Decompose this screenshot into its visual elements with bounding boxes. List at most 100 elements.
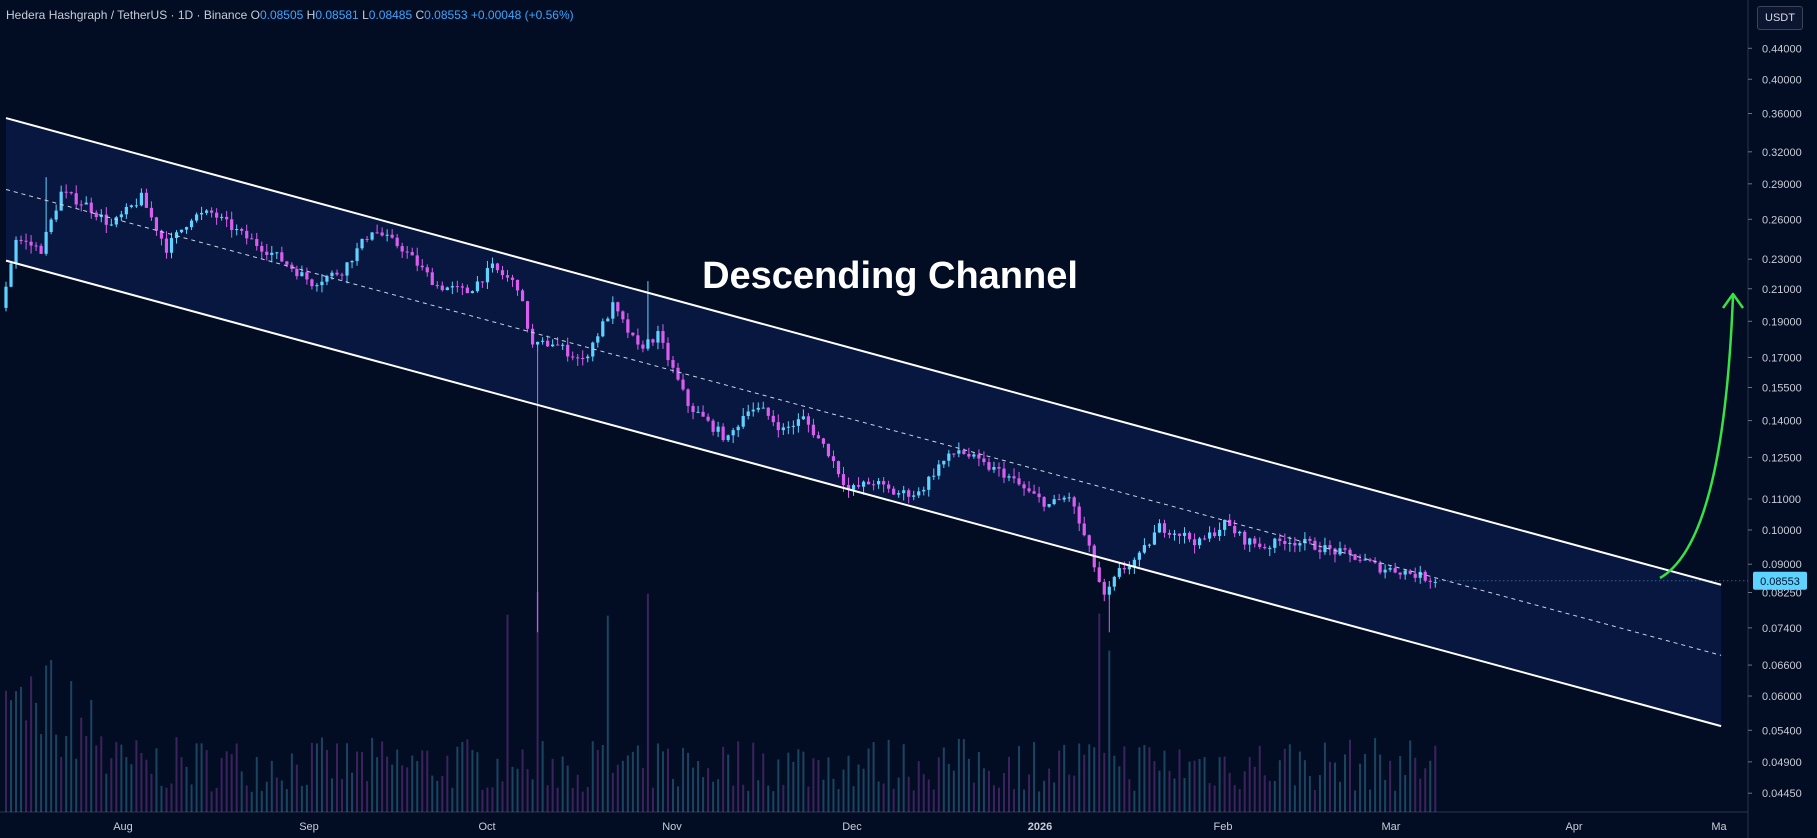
volume-bar	[40, 734, 43, 812]
candle-body	[1142, 545, 1147, 553]
candle-body	[591, 342, 595, 357]
volume-bar	[606, 615, 609, 812]
volume-bar	[1293, 785, 1296, 812]
candle-body	[530, 328, 535, 345]
symbol-header: Hedera Hashgraph / TetherUS · 1D · Binan…	[6, 8, 574, 22]
candle-body	[576, 357, 580, 359]
volume-bar	[170, 783, 173, 812]
candle-body	[1328, 545, 1332, 549]
volume-bar	[687, 752, 690, 812]
price-tick-label: 0.15500	[1762, 382, 1802, 394]
candle-body	[49, 219, 53, 233]
candle-body	[310, 279, 314, 287]
symbol-name: Hedera Hashgraph / TetherUS · 1D · Binan…	[6, 8, 248, 22]
candle-body	[927, 476, 931, 490]
time-tick-label: Oct	[478, 821, 495, 833]
volume-bar	[536, 592, 539, 812]
candle-body	[721, 426, 725, 441]
candle-body	[1233, 525, 1237, 534]
candle-body	[1278, 538, 1282, 541]
candle-body	[922, 489, 926, 492]
candle-body	[561, 344, 565, 346]
candle-body	[84, 202, 88, 205]
candle-body	[1263, 546, 1267, 549]
candle-body	[887, 484, 891, 489]
volume-bar	[952, 770, 955, 812]
candle-body	[1308, 538, 1312, 541]
volume-bar	[1288, 744, 1291, 812]
candle-body	[1428, 580, 1432, 582]
candle-body	[1213, 532, 1217, 537]
volume-bar	[757, 780, 760, 812]
time-tick-label: Feb	[1214, 821, 1233, 833]
volume-bar	[1018, 746, 1021, 812]
volume-bar	[1103, 752, 1106, 812]
currency-button[interactable]: USDT	[1757, 6, 1803, 30]
candle-body	[1423, 571, 1427, 581]
volume-bar	[566, 765, 569, 812]
candle-body	[535, 341, 540, 345]
volume-bar	[1354, 790, 1357, 812]
candle-body	[215, 212, 219, 218]
candle-body	[1393, 568, 1397, 573]
volume-bar	[305, 784, 308, 812]
candle-body	[1122, 568, 1126, 570]
candle-body	[1187, 532, 1192, 540]
candle-body	[89, 202, 93, 213]
last-price-badge	[1753, 571, 1807, 590]
candle-body	[1117, 568, 1121, 577]
volume-bar	[591, 741, 594, 812]
candle-body	[746, 411, 750, 417]
candle-body	[295, 268, 299, 277]
volume-bar	[346, 743, 349, 812]
candle-body	[405, 251, 409, 253]
candle-body	[1177, 533, 1182, 536]
volume-bars	[5, 592, 1437, 812]
volume-bar	[977, 752, 980, 812]
candle-body	[1298, 543, 1302, 546]
candle-body	[846, 485, 851, 490]
volume-bar	[1093, 747, 1096, 812]
candle-body	[325, 276, 329, 282]
volume-bar	[1068, 774, 1071, 812]
candle-body	[586, 356, 590, 359]
volume-bar	[1313, 789, 1316, 812]
volume-bar	[752, 742, 755, 812]
candle-body	[1037, 493, 1041, 498]
volume-bar	[807, 786, 810, 812]
volume-bar	[1023, 789, 1026, 812]
open-value: 0.08505	[259, 8, 304, 22]
candle-body	[866, 481, 871, 485]
candle-body	[541, 340, 545, 342]
low-label: L	[362, 8, 369, 22]
candle-body	[470, 291, 474, 294]
volume-bar	[115, 742, 118, 812]
volume-bar	[356, 751, 359, 812]
volume-bar	[1374, 738, 1377, 812]
volume-bar	[30, 676, 33, 812]
candle-body	[34, 245, 38, 247]
volume-bar	[205, 750, 208, 812]
candle-body	[751, 409, 755, 412]
candle-body	[711, 420, 715, 432]
volume-bar	[421, 750, 424, 812]
volume-bar	[315, 743, 318, 812]
volume-bar	[1394, 790, 1397, 812]
volume-bar	[742, 784, 745, 812]
volume-bar	[1258, 745, 1261, 812]
volume-bar	[1419, 778, 1422, 812]
volume-bar	[95, 745, 98, 812]
volume-bar	[240, 771, 243, 812]
volume-bar	[20, 686, 23, 812]
candle-body	[129, 205, 133, 207]
candle-body	[475, 281, 480, 292]
candle-body	[114, 217, 118, 225]
volume-bar	[341, 779, 344, 812]
candle-body	[174, 232, 179, 239]
volume-bar	[586, 786, 589, 812]
volume-bar	[1328, 761, 1331, 812]
time-tick-label: Mar	[1382, 821, 1401, 833]
candle-body	[64, 191, 68, 193]
